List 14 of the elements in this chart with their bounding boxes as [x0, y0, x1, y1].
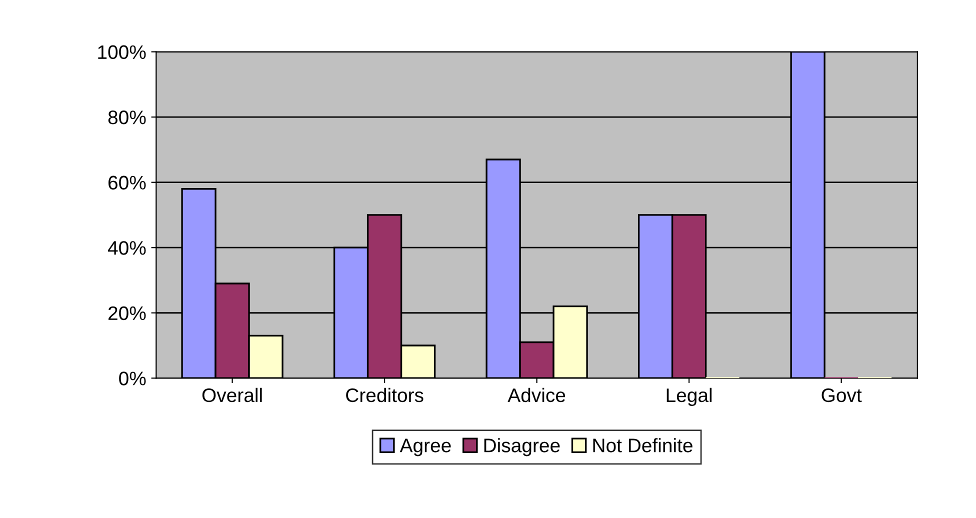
y-tick-label: 80%	[108, 110, 146, 124]
x-tick-label: Overall	[202, 388, 262, 402]
x-tick-label: Advice	[508, 388, 566, 402]
y-tick-label: 100%	[98, 45, 146, 60]
y-tick-label: 0%	[119, 372, 146, 386]
y-tick-label: 40%	[108, 241, 146, 255]
x-tick-label: Govt	[822, 388, 862, 402]
y-tick-label: 20%	[108, 306, 146, 320]
legend-label: Agree	[400, 438, 451, 456]
x-tick-label: Legal	[666, 388, 712, 406]
x-tick-label: Creditors	[346, 388, 424, 402]
legend-label: Not Definite	[593, 438, 692, 452]
legend-label: Disagree	[484, 438, 560, 456]
y-tick-label: 60%	[108, 176, 146, 190]
